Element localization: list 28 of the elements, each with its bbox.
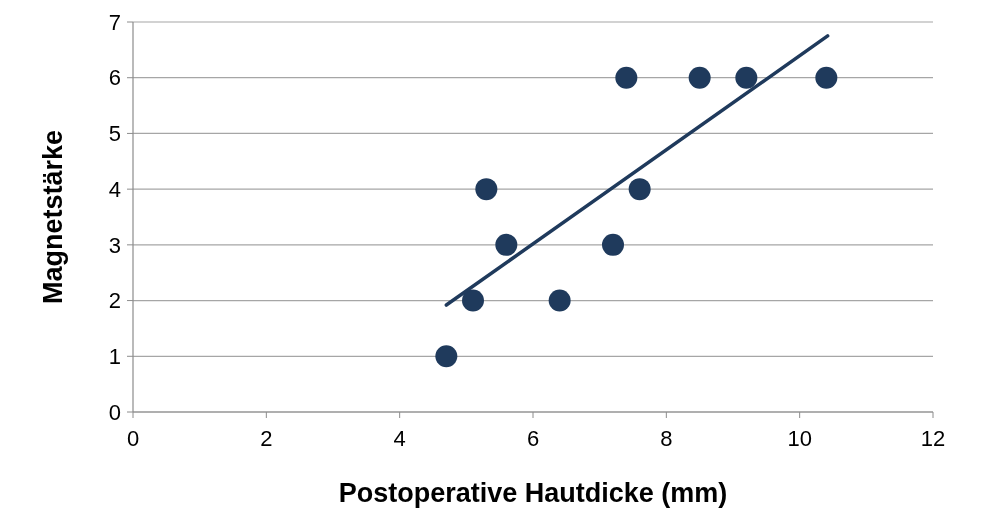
point <box>602 233 624 256</box>
y-tick-label: 4 <box>108 176 121 202</box>
x-tick-label: 6 <box>526 426 540 451</box>
point <box>628 178 651 201</box>
y-axis-title: Magnetstärke <box>38 129 68 305</box>
point <box>435 345 458 368</box>
x-tick-label: 12 <box>920 426 946 451</box>
x-tick-label: 8 <box>660 426 673 451</box>
point <box>735 66 758 89</box>
point <box>815 66 838 89</box>
y-tick-label: 3 <box>108 232 121 258</box>
x-tick-label: 4 <box>393 426 406 451</box>
y-tick-label: 5 <box>108 121 121 147</box>
point <box>688 66 711 89</box>
point <box>548 289 571 312</box>
y-tick-label: 0 <box>108 399 121 425</box>
point <box>495 233 518 256</box>
point <box>615 66 638 89</box>
x-axis-title: Postoperative Hautdicke (mm) <box>338 478 728 508</box>
y-tick-label: 1 <box>108 343 121 369</box>
y-tick-label: 7 <box>108 9 121 35</box>
x-tick-label: 10 <box>787 426 812 451</box>
y-tick-label: 6 <box>108 65 121 91</box>
x-tick-label: 0 <box>126 426 140 451</box>
x-tick-label: 2 <box>260 426 273 451</box>
point <box>475 178 498 201</box>
y-tick-label: 2 <box>108 288 121 314</box>
point <box>462 289 484 312</box>
